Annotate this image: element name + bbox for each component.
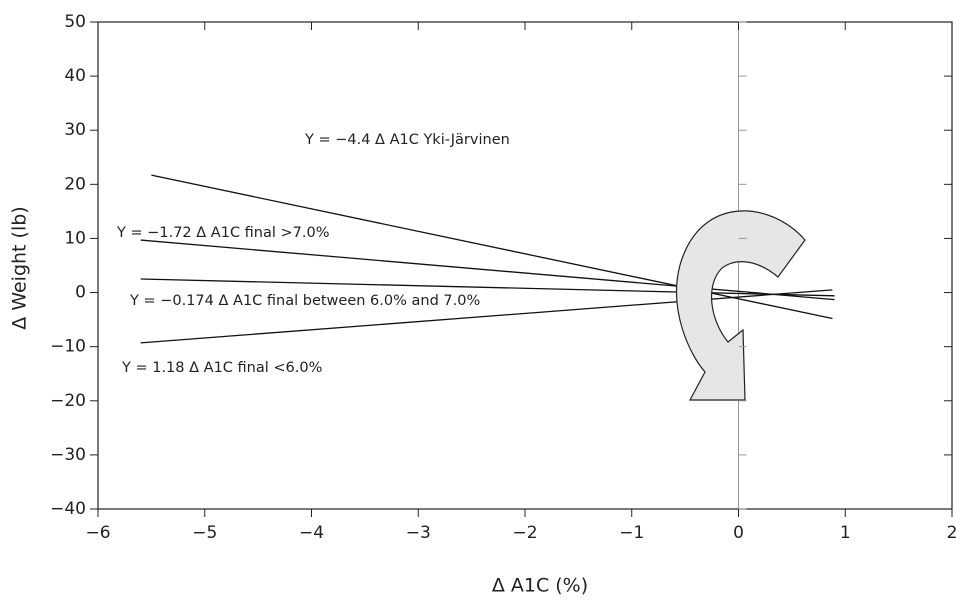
- y-tick-label: 50: [64, 12, 86, 32]
- x-tick-label: 1: [840, 523, 851, 543]
- line-annotation: Y = −4.4 Δ A1C Yki-Järvinen: [304, 132, 510, 148]
- x-tick-label: −6: [85, 523, 110, 543]
- x-tick-label: 0: [733, 523, 744, 543]
- y-tick-label: 10: [64, 228, 86, 248]
- y-tick-label: 30: [64, 120, 86, 140]
- y-tick-label: 0: [75, 283, 86, 303]
- x-tick-label: −1: [619, 523, 644, 543]
- line-annotation: Y = −0.174 Δ A1C final between 6.0% and …: [129, 293, 480, 309]
- y-tick-label: −40: [50, 499, 86, 519]
- y-tick-label: 40: [64, 66, 86, 86]
- y-tick-label: −20: [50, 391, 86, 411]
- y-tick-label: 20: [64, 174, 86, 194]
- x-tick-label: 2: [947, 523, 956, 543]
- chart: Δ A1C (%) Δ Weight (lb) −6−5−4−3−2−1012−…: [0, 0, 956, 602]
- x-axis-label: Δ A1C (%): [492, 575, 588, 597]
- x-tick-label: −4: [299, 523, 324, 543]
- y-tick-label: −10: [50, 337, 86, 357]
- x-tick-label: −3: [406, 523, 431, 543]
- plot-frame: [98, 22, 952, 509]
- line-annotation: Y = 1.18 Δ A1C final <6.0%: [121, 360, 322, 376]
- line-annotation: Y = −1.72 Δ A1C final >7.0%: [116, 225, 330, 241]
- x-tick-label: −2: [512, 523, 537, 543]
- y-tick-label: −30: [50, 445, 86, 465]
- marks: [141, 22, 835, 509]
- x-tick-label: −5: [192, 523, 217, 543]
- y-axis-label: Δ Weight (lb): [9, 206, 31, 329]
- curved-arrow: [677, 211, 805, 400]
